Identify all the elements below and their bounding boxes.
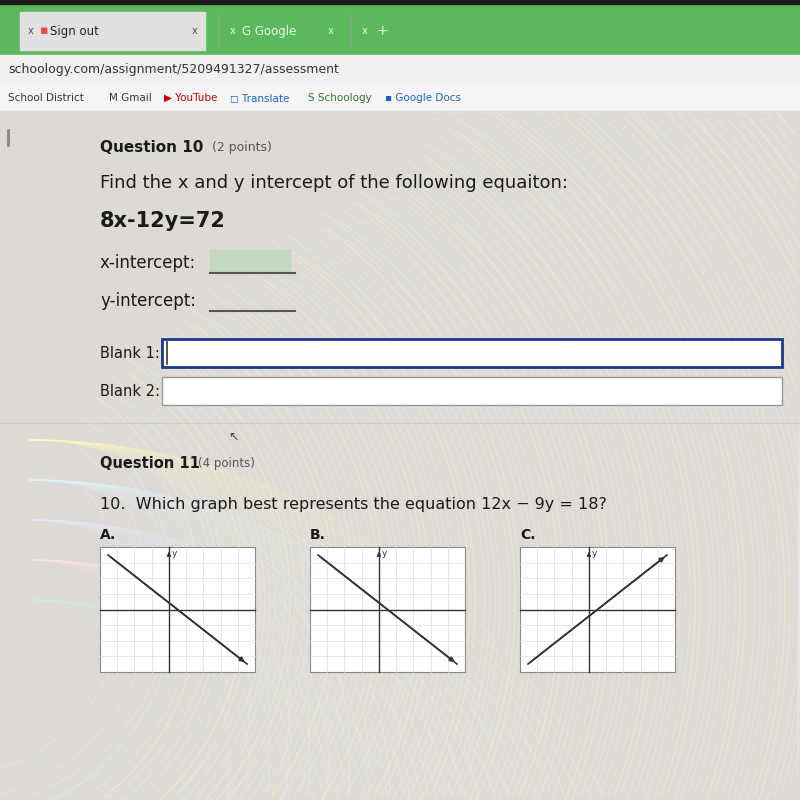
Text: ▪: ▪ [40,25,49,38]
Text: Blank 1:: Blank 1: [100,346,160,361]
Text: Find the x and y intercept of the following equaiton:: Find the x and y intercept of the follow… [100,174,568,192]
Text: schoology.com/assignment/5209491327/assessment: schoology.com/assignment/5209491327/asse… [8,63,339,77]
Text: B.: B. [310,528,326,542]
Text: 10.  Which graph best represents the equation 12x − 9y = 18?: 10. Which graph best represents the equa… [100,498,607,513]
Text: (4 points): (4 points) [198,457,255,470]
Bar [310,547,465,672]
Text: School District: School District [8,93,84,103]
Text: G Google: G Google [242,25,296,38]
Bar [0,111,800,800]
Text: S Schoology: S Schoology [307,93,371,103]
Bar [520,547,675,672]
Text: (2 points): (2 points) [212,142,272,154]
Bar [0,85,800,111]
Text: C.: C. [520,528,535,542]
Text: x: x [192,26,198,36]
Text: +: + [376,24,388,38]
Text: Question 11: Question 11 [100,455,200,470]
Text: ◻ Translate: ◻ Translate [230,93,289,103]
Text: x-intercept:: x-intercept: [100,254,196,272]
Text: x: x [328,26,334,36]
Text: x: x [28,26,34,36]
Bar [0,0,800,55]
Bar [162,377,782,405]
Text: y: y [172,549,178,558]
Bar [0,55,800,85]
Text: ↖: ↖ [228,431,238,444]
Bar [0,0,800,4]
Bar [100,547,255,672]
Text: ▶ YouTube: ▶ YouTube [163,93,217,103]
Text: A.: A. [100,528,116,542]
Text: y-intercept:: y-intercept: [100,292,196,310]
Text: M Gmail: M Gmail [109,93,152,103]
Text: Question 10: Question 10 [100,141,203,155]
Text: ▪ Google Docs: ▪ Google Docs [386,93,462,103]
Bar [162,339,782,367]
Text: x: x [362,26,368,36]
Text: x: x [230,26,236,36]
Bar [210,250,290,272]
Text: y: y [592,549,598,558]
Text: Blank 2:: Blank 2: [100,383,160,398]
Text: 8x-12y=72: 8x-12y=72 [100,211,226,231]
Text: y: y [382,549,387,558]
Bar [20,12,205,50]
Text: Sign out: Sign out [50,25,99,38]
